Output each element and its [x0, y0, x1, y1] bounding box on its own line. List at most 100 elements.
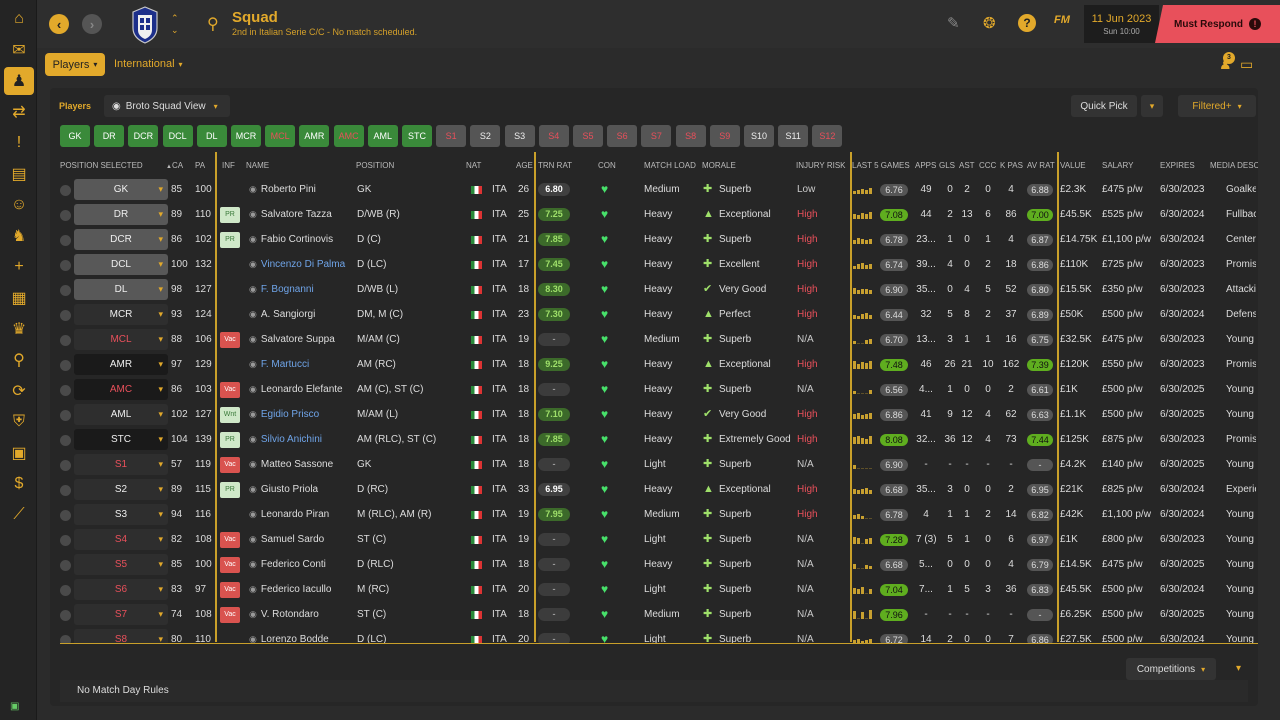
player-name[interactable]: ◉ Salvatore Suppa: [249, 327, 335, 352]
info-badge[interactable]: PR: [220, 482, 240, 498]
collapse-chevron-icon[interactable]: ▾: [1236, 663, 1242, 674]
staff-icon[interactable]: ☺: [10, 196, 28, 213]
scouting-icon[interactable]: ⚲: [13, 352, 25, 369]
home-icon[interactable]: ⌂: [14, 10, 24, 27]
club-crest-icon[interactable]: [129, 6, 161, 44]
row-checkbox[interactable]: [60, 485, 71, 496]
help-icon[interactable]: ?: [1018, 14, 1036, 32]
info-badge[interactable]: PR: [220, 432, 240, 448]
player-name[interactable]: ◉ F. Bognanni: [249, 277, 314, 302]
club-icon[interactable]: ⛨: [12, 413, 25, 430]
position-button-amr[interactable]: AMR: [299, 125, 330, 147]
player-name[interactable]: ◉ Federico Iacullo: [249, 577, 331, 602]
position-select[interactable]: DR ▾: [74, 204, 168, 225]
table-row[interactable]: AMR ▾ 97 129 ◉ F. Martucci AM (RC) ITA 18 9.25 ♥ He…: [50, 352, 1258, 377]
row-checkbox[interactable]: [60, 585, 71, 596]
table-row[interactable]: GK ▾ 85 100 ◉ Roberto Pini GK ITA 26 6.80 ♥ Medium ✚…: [50, 177, 1258, 202]
player-name[interactable]: ◉ Silvio Anichini: [249, 427, 322, 452]
table-row[interactable]: S3 ▾ 94 116 ◉ Leonardo Piran M (RLC), AM (R) IT…: [50, 502, 1258, 527]
player-name[interactable]: ◉ Leonardo Piran: [249, 502, 329, 527]
info-badge[interactable]: Vac: [220, 557, 240, 573]
tab-players[interactable]: Players ▾: [45, 53, 105, 76]
clipboard-icon[interactable]: ▤: [11, 166, 27, 183]
col-last5[interactable]: LAST 5 GAMES: [852, 161, 910, 170]
position-select[interactable]: S4 ▾: [74, 529, 168, 550]
col-expires[interactable]: EXPIRES: [1160, 161, 1195, 170]
position-select[interactable]: S6 ▾: [74, 579, 168, 600]
col-injury-risk[interactable]: INJURY RISK: [796, 161, 846, 170]
position-select[interactable]: DCR ▾: [74, 229, 168, 250]
screen-icon[interactable]: ▭: [1240, 56, 1254, 72]
table-row[interactable]: DCL ▾ 100 132 ◉ Vincenzo Di Palma D (LC) ITA 17 7…: [50, 252, 1258, 277]
col-morale[interactable]: MORALE: [702, 161, 736, 170]
position-button-mcr[interactable]: MCR: [231, 125, 261, 147]
position-select[interactable]: S3 ▾: [74, 504, 168, 525]
training-icon[interactable]: ♞: [11, 228, 27, 245]
col-kpas[interactable]: K PAS: [1000, 161, 1023, 170]
player-name[interactable]: ◉ Matteo Sassone: [249, 452, 333, 477]
col-apps[interactable]: APPS: [915, 161, 937, 170]
table-row[interactable]: STC ▾ 104 139 PR ◉ Silvio Anichini AM (RLC), ST…: [50, 427, 1258, 452]
position-button-s6[interactable]: S6: [607, 125, 638, 147]
position-button-s7[interactable]: S7: [641, 125, 672, 147]
col-av-rat[interactable]: AV RAT: [1027, 161, 1055, 170]
briefcase-icon[interactable]: ▣: [11, 445, 27, 462]
search-icon[interactable]: ⚲: [207, 16, 219, 33]
row-checkbox[interactable]: [60, 510, 71, 521]
back-button[interactable]: ‹: [49, 14, 69, 34]
info-badge[interactable]: PR: [220, 207, 240, 223]
table-row[interactable]: S2 ▾ 89 115 PR ◉ Giusto Priola D (RC) ITA 33 6.95 ♥…: [50, 477, 1258, 502]
dynamics-icon[interactable]: ⇄: [12, 104, 26, 121]
row-checkbox[interactable]: [60, 385, 71, 396]
position-select[interactable]: MCL ▾: [74, 329, 168, 350]
table-row[interactable]: S8 ▾ 80 110 ◉ Lorenzo Bodde D (LC) ITA 20- ♥ Light…: [50, 627, 1258, 644]
position-button-dl[interactable]: DL: [196, 125, 227, 147]
info-badge[interactable]: Vac: [220, 532, 240, 548]
row-checkbox[interactable]: [60, 460, 71, 471]
position-select[interactable]: AML ▾: [74, 404, 168, 425]
position-select[interactable]: S2 ▾: [74, 479, 168, 500]
quick-pick-dropdown[interactable]: ▾: [1141, 95, 1163, 117]
position-select[interactable]: AMR ▾: [74, 354, 168, 375]
fm-logo[interactable]: FM: [1054, 14, 1070, 26]
position-button-s8[interactable]: S8: [675, 125, 706, 147]
position-button-dcr[interactable]: DCR: [128, 125, 159, 147]
squad-icon[interactable]: ♟: [4, 67, 34, 95]
date-display[interactable]: 11 Jun 2023 Sun 10:00: [1084, 5, 1159, 43]
calendar-icon[interactable]: ▦: [11, 290, 27, 307]
finances-icon[interactable]: $: [14, 475, 24, 492]
player-name[interactable]: ◉ Samuel Sardo: [249, 527, 324, 552]
col-inf[interactable]: INF: [222, 161, 235, 170]
info-badge[interactable]: PR: [220, 232, 240, 248]
position-button-dcl[interactable]: DCL: [162, 125, 193, 147]
competitions-button[interactable]: Competitions ▾: [1126, 658, 1216, 680]
medical-icon[interactable]: +: [14, 258, 24, 275]
position-button-s2[interactable]: S2: [470, 125, 501, 147]
player-name[interactable]: ◉ Salvatore Tazza: [249, 202, 332, 227]
position-select[interactable]: STC ▾: [74, 429, 168, 450]
col-trn-rat[interactable]: TRN RAT: [538, 161, 573, 170]
row-checkbox[interactable]: [60, 310, 71, 321]
info-badge[interactable]: Vac: [220, 457, 240, 473]
brain-icon[interactable]: ❂: [983, 15, 996, 32]
row-checkbox[interactable]: [60, 535, 71, 546]
edit-icon[interactable]: ✎: [947, 15, 960, 32]
table-row[interactable]: DCR ▾ 86 102 PR ◉ Fabio Cortinovis D (C) ITA 21 7.…: [50, 227, 1258, 252]
view-selector[interactable]: ◉ Broto Squad View ▾: [104, 95, 230, 117]
player-name[interactable]: ◉ V. Rotondaro: [249, 602, 319, 627]
row-checkbox[interactable]: [60, 335, 71, 346]
position-button-stc[interactable]: STC: [402, 125, 432, 147]
player-name[interactable]: ◉ F. Martucci: [249, 352, 309, 377]
row-checkbox[interactable]: [60, 285, 71, 296]
info-badge[interactable]: Vac: [220, 382, 240, 398]
col-position[interactable]: POSITION: [356, 161, 395, 170]
table-row[interactable]: S1 ▾ 57 119 Vac ◉ Matteo Sassone GK ITA 18- ♥ Light…: [50, 452, 1258, 477]
col-con[interactable]: CON: [598, 161, 616, 170]
table-row[interactable]: S5 ▾ 85 100 Vac ◉ Federico Conti D (RLC) ITA 18- ♥…: [50, 552, 1258, 577]
position-button-s12[interactable]: S12: [812, 125, 843, 147]
position-select[interactable]: DCL ▾: [74, 254, 168, 275]
position-select[interactable]: S8 ▾: [74, 629, 168, 644]
position-select[interactable]: DL ▾: [74, 279, 168, 300]
player-name[interactable]: ◉ Leonardo Elefante: [249, 377, 343, 402]
position-button-s10[interactable]: S10: [744, 125, 774, 147]
